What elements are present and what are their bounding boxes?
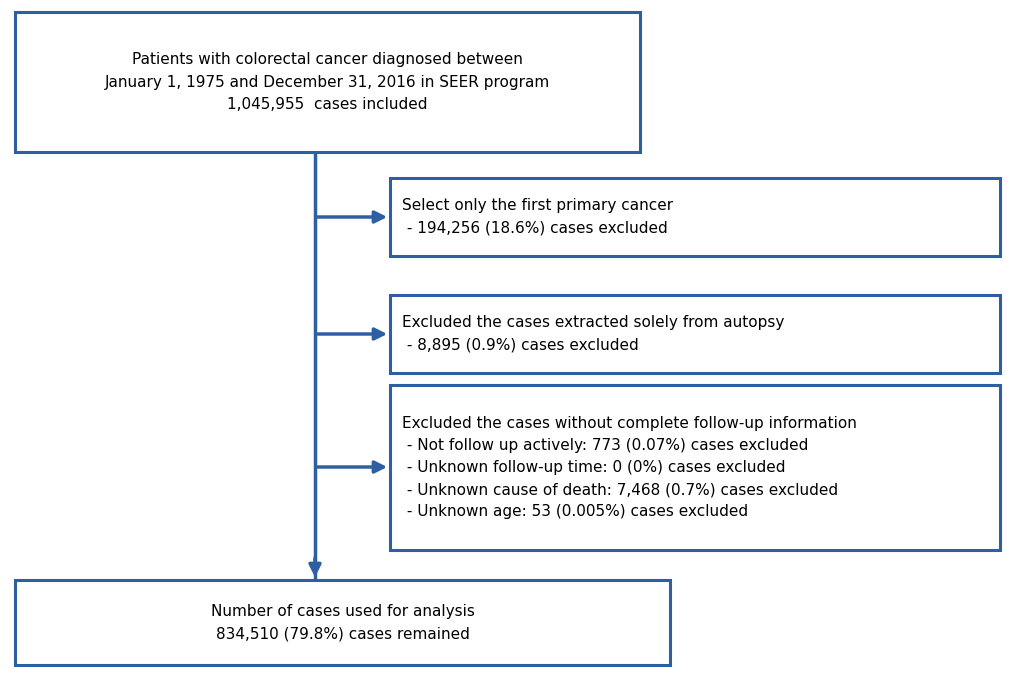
Text: Excluded the cases without complete follow-up information
 - Not follow up activ: Excluded the cases without complete foll…: [401, 416, 856, 519]
Text: Number of cases used for analysis
834,510 (79.8%) cases remained: Number of cases used for analysis 834,51…: [210, 604, 474, 641]
Text: Patients with colorectal cancer diagnosed between
January 1, 1975 and December 3: Patients with colorectal cancer diagnose…: [105, 52, 549, 112]
FancyBboxPatch shape: [15, 580, 669, 665]
Text: Select only the first primary cancer
 - 194,256 (18.6%) cases excluded: Select only the first primary cancer - 1…: [401, 198, 673, 236]
FancyBboxPatch shape: [15, 12, 639, 152]
FancyBboxPatch shape: [389, 295, 999, 373]
FancyBboxPatch shape: [389, 385, 999, 550]
Text: Excluded the cases extracted solely from autopsy
 - 8,895 (0.9%) cases excluded: Excluded the cases extracted solely from…: [401, 315, 784, 353]
FancyBboxPatch shape: [389, 178, 999, 256]
